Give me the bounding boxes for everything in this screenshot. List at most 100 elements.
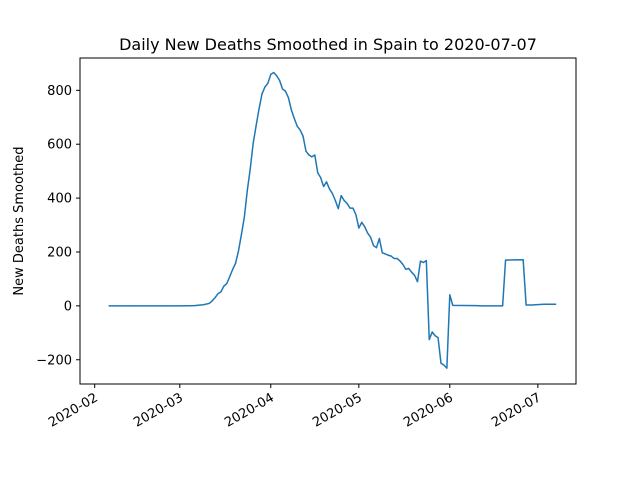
data-point bbox=[349, 207, 351, 209]
data-point bbox=[372, 244, 375, 247]
data-point bbox=[434, 335, 436, 337]
data-point bbox=[443, 364, 445, 366]
y-axis-label: New Deaths Smoothed bbox=[12, 146, 27, 295]
data-point bbox=[504, 259, 507, 261]
data-point bbox=[334, 199, 336, 202]
data-point bbox=[396, 257, 398, 260]
data-point bbox=[355, 213, 357, 216]
data-point bbox=[364, 226, 366, 228]
data-point bbox=[361, 221, 363, 223]
data-point bbox=[440, 362, 442, 364]
data-point bbox=[296, 125, 298, 127]
data-point bbox=[229, 276, 231, 278]
data-point bbox=[261, 93, 263, 95]
data-point bbox=[302, 135, 304, 137]
data-point bbox=[320, 177, 322, 179]
data-point bbox=[299, 129, 301, 131]
data-point bbox=[375, 247, 378, 249]
y-tick-label: −200 bbox=[36, 353, 72, 368]
data-point bbox=[311, 156, 313, 158]
data-point bbox=[393, 257, 395, 260]
data-point bbox=[290, 109, 292, 111]
data-point bbox=[381, 252, 383, 254]
data-point bbox=[352, 207, 354, 209]
data-point bbox=[135, 305, 137, 307]
data-point bbox=[346, 202, 348, 205]
data-point bbox=[293, 117, 295, 119]
data-point bbox=[264, 86, 266, 88]
data-point bbox=[343, 199, 345, 202]
data-point bbox=[270, 73, 272, 76]
chart-title: Daily New Deaths Smoothed in Spain to 20… bbox=[119, 35, 537, 54]
data-point bbox=[402, 263, 404, 265]
data-point bbox=[232, 268, 234, 271]
data-point bbox=[384, 253, 386, 255]
data-point bbox=[408, 267, 410, 270]
y-tick-label: 800 bbox=[47, 84, 72, 99]
data-point bbox=[108, 305, 110, 307]
data-point bbox=[525, 304, 527, 306]
data-point bbox=[164, 305, 166, 307]
data-point bbox=[502, 305, 504, 307]
data-point bbox=[243, 216, 245, 218]
data-point bbox=[325, 181, 328, 183]
series-layer bbox=[108, 71, 557, 369]
data-point bbox=[328, 188, 331, 190]
data-point bbox=[428, 338, 430, 341]
data-point bbox=[246, 189, 248, 192]
data-point bbox=[287, 97, 289, 99]
data-point bbox=[249, 168, 251, 170]
data-point bbox=[449, 294, 451, 296]
data-point bbox=[340, 195, 342, 197]
data-point bbox=[416, 281, 419, 283]
data-point bbox=[419, 260, 422, 262]
data-point bbox=[331, 192, 333, 195]
data-point bbox=[255, 125, 257, 127]
data-point bbox=[411, 271, 413, 273]
data-point bbox=[305, 150, 307, 152]
data-point bbox=[193, 305, 196, 307]
data-point bbox=[252, 142, 254, 145]
data-point bbox=[481, 305, 483, 307]
data-point bbox=[337, 208, 339, 210]
data-point bbox=[475, 305, 477, 307]
data-point bbox=[281, 88, 284, 90]
data-point bbox=[531, 304, 533, 306]
data-point bbox=[179, 305, 181, 307]
data-point bbox=[258, 108, 260, 110]
data-point bbox=[358, 227, 360, 229]
y-tick-label: 400 bbox=[47, 192, 72, 207]
data-point bbox=[273, 71, 275, 74]
data-point bbox=[308, 154, 310, 156]
data-point bbox=[367, 232, 369, 234]
data-point bbox=[405, 268, 407, 270]
data-point bbox=[378, 237, 380, 240]
data-point bbox=[211, 300, 213, 302]
data-point bbox=[422, 261, 424, 264]
data-point bbox=[317, 172, 319, 174]
data-point bbox=[278, 79, 281, 81]
data-point bbox=[446, 367, 448, 369]
data-point bbox=[387, 254, 389, 256]
data-point bbox=[267, 82, 269, 84]
data-point bbox=[452, 304, 454, 306]
data-point bbox=[369, 236, 372, 238]
data-point bbox=[314, 154, 316, 156]
data-point bbox=[276, 75, 278, 77]
data-point bbox=[284, 90, 287, 92]
data-point bbox=[202, 304, 204, 306]
data-point bbox=[220, 291, 222, 293]
y-tick-label: 0 bbox=[64, 299, 72, 314]
data-point bbox=[223, 285, 225, 287]
data-point bbox=[425, 260, 427, 262]
data-point bbox=[217, 293, 219, 295]
plot-frame bbox=[79, 57, 577, 385]
data-point bbox=[431, 331, 433, 333]
data-point bbox=[208, 302, 210, 305]
data-point bbox=[226, 282, 228, 285]
data-point bbox=[554, 303, 557, 305]
data-point bbox=[522, 259, 524, 261]
data-point bbox=[237, 250, 240, 252]
